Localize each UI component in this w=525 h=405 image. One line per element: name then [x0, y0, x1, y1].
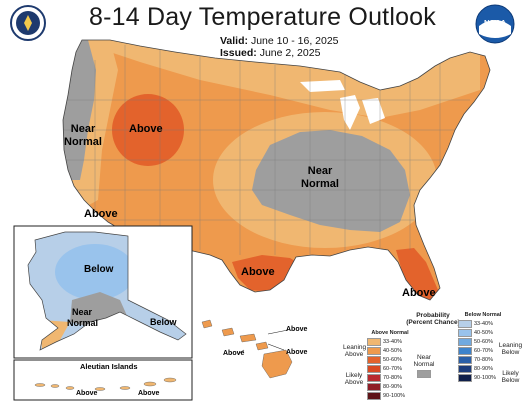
- issued-line: Issued: June 2, 2025: [220, 47, 339, 59]
- legend-swatch-above-70-80: [367, 374, 381, 382]
- above-50-60-florida: [396, 248, 438, 300]
- legend-swatch-above-50-60: [367, 356, 381, 364]
- label-aleutian-title: Aleutian Islands: [80, 362, 138, 371]
- hawaii-leader-line-2: [237, 349, 245, 355]
- aleutian-inset-frame: [13, 359, 193, 401]
- issued-label: Issued:: [220, 47, 257, 59]
- legend-range-above-1: 33-40%: [383, 339, 402, 345]
- issued-value: June 2, 2025: [259, 47, 321, 59]
- probability-legend: Probability (Percent Chance) Above Norma…: [343, 312, 523, 404]
- legend-range-above-5: 70-80%: [383, 375, 402, 381]
- near-normal-midwest: [252, 130, 410, 232]
- page-title: 8-14 Day Temperature Outlook: [89, 3, 436, 31]
- legend-range-below-3: 50-60%: [474, 339, 493, 345]
- label-above-southwest: Above: [84, 208, 118, 220]
- conus-outline: [62, 39, 491, 301]
- legend-swatch-below-40-50: [458, 329, 472, 337]
- legend-swatch-above-90-100: [367, 392, 381, 400]
- label-above-texas: Above: [241, 266, 275, 278]
- legend-range-below-2: 40-50%: [474, 330, 493, 336]
- legend-range-below-6: 80-90%: [474, 366, 493, 372]
- aleutian-islands-shapes: [34, 377, 177, 391]
- legend-swatch-above-60-70: [367, 365, 381, 373]
- legend-range-below-7: 90-100%: [474, 375, 497, 381]
- label-near-normal-west: Near Normal: [64, 123, 102, 148]
- legend-likely-above: Likely Above: [344, 372, 364, 386]
- legend-swatch-below-60-70: [458, 347, 472, 355]
- legend-likely-below: Likely Below: [501, 370, 520, 384]
- legend-swatch-near-normal: [417, 370, 431, 378]
- legend-swatch-below-90-100: [458, 374, 472, 382]
- legend-range-above-2: 40-50%: [383, 348, 402, 354]
- legend-leaning-below: Leaning Below: [498, 342, 523, 356]
- hawaii-map: [201, 319, 293, 379]
- below-40-50-alaska: [55, 244, 135, 300]
- legend-near-normal: Near Normal: [413, 354, 435, 368]
- label-above-rockies: Above: [129, 123, 163, 135]
- valid-value: June 10 - 16, 2025: [250, 35, 339, 47]
- alaska-outline: [27, 231, 187, 351]
- legend-swatch-above-33-40: [367, 338, 381, 346]
- commerce-seal-icon: [10, 5, 46, 41]
- valid-label: Valid:: [220, 35, 249, 47]
- noaa-logo-icon: NOAA: [475, 4, 515, 44]
- legend-title: Probability: [416, 312, 450, 319]
- legend-range-above-3: 50-60%: [383, 357, 402, 363]
- legend-swatch-below-70-80: [458, 356, 472, 364]
- legend-range-above-4: 60-70%: [383, 366, 402, 372]
- legend-swatch-above-80-90: [367, 383, 381, 391]
- legend-swatch-below-80-90: [458, 365, 472, 373]
- legend-below-header: Below Normal: [464, 312, 502, 318]
- label-hawaii-above-2: Above: [223, 350, 245, 357]
- label-aleutian-above-2: Above: [138, 390, 160, 397]
- label-hawaii-above-3: Above: [286, 349, 308, 356]
- hawaii-leader-line-3: [267, 343, 285, 351]
- dates-block: Valid: June 10 - 16, 2025 Issued: June 2…: [220, 35, 339, 59]
- label-aleutian-above-1: Above: [76, 390, 98, 397]
- legend-range-above-6: 80-90%: [383, 384, 402, 390]
- label-alaska-near-normal: Near Normal: [67, 307, 99, 328]
- hawaii-leader-line: [267, 329, 289, 335]
- noaa-logo-text: NOAA: [484, 18, 507, 27]
- legend-leaning-above: Leaning Above: [343, 344, 367, 358]
- lake-huron: [362, 98, 385, 124]
- legend-above-header: Above Normal: [371, 330, 409, 336]
- label-hawaii-above-1: Above: [286, 326, 308, 333]
- state-borders: [64, 45, 470, 255]
- legend-range-below-1: 33-40%: [474, 321, 493, 327]
- legend-swatch-below-50-60: [458, 338, 472, 346]
- legend-range-above-7: 90-100%: [383, 393, 406, 399]
- legend-swatch-above-40-50: [367, 347, 381, 355]
- label-near-normal-midwest: Near Normal: [301, 165, 339, 190]
- legend-range-below-4: 60-70%: [474, 348, 493, 354]
- legend-swatch-below-33-40: [458, 320, 472, 328]
- valid-line: Valid: June 10 - 16, 2025: [220, 35, 339, 47]
- label-alaska-below-panhandle: Below: [150, 317, 177, 327]
- legend-range-below-5: 70-80%: [474, 357, 493, 363]
- legend-subtitle: (Percent Chance): [406, 319, 460, 326]
- label-alaska-below: Below: [84, 264, 114, 275]
- label-above-florida: Above: [402, 287, 436, 299]
- lake-superior: [300, 80, 345, 92]
